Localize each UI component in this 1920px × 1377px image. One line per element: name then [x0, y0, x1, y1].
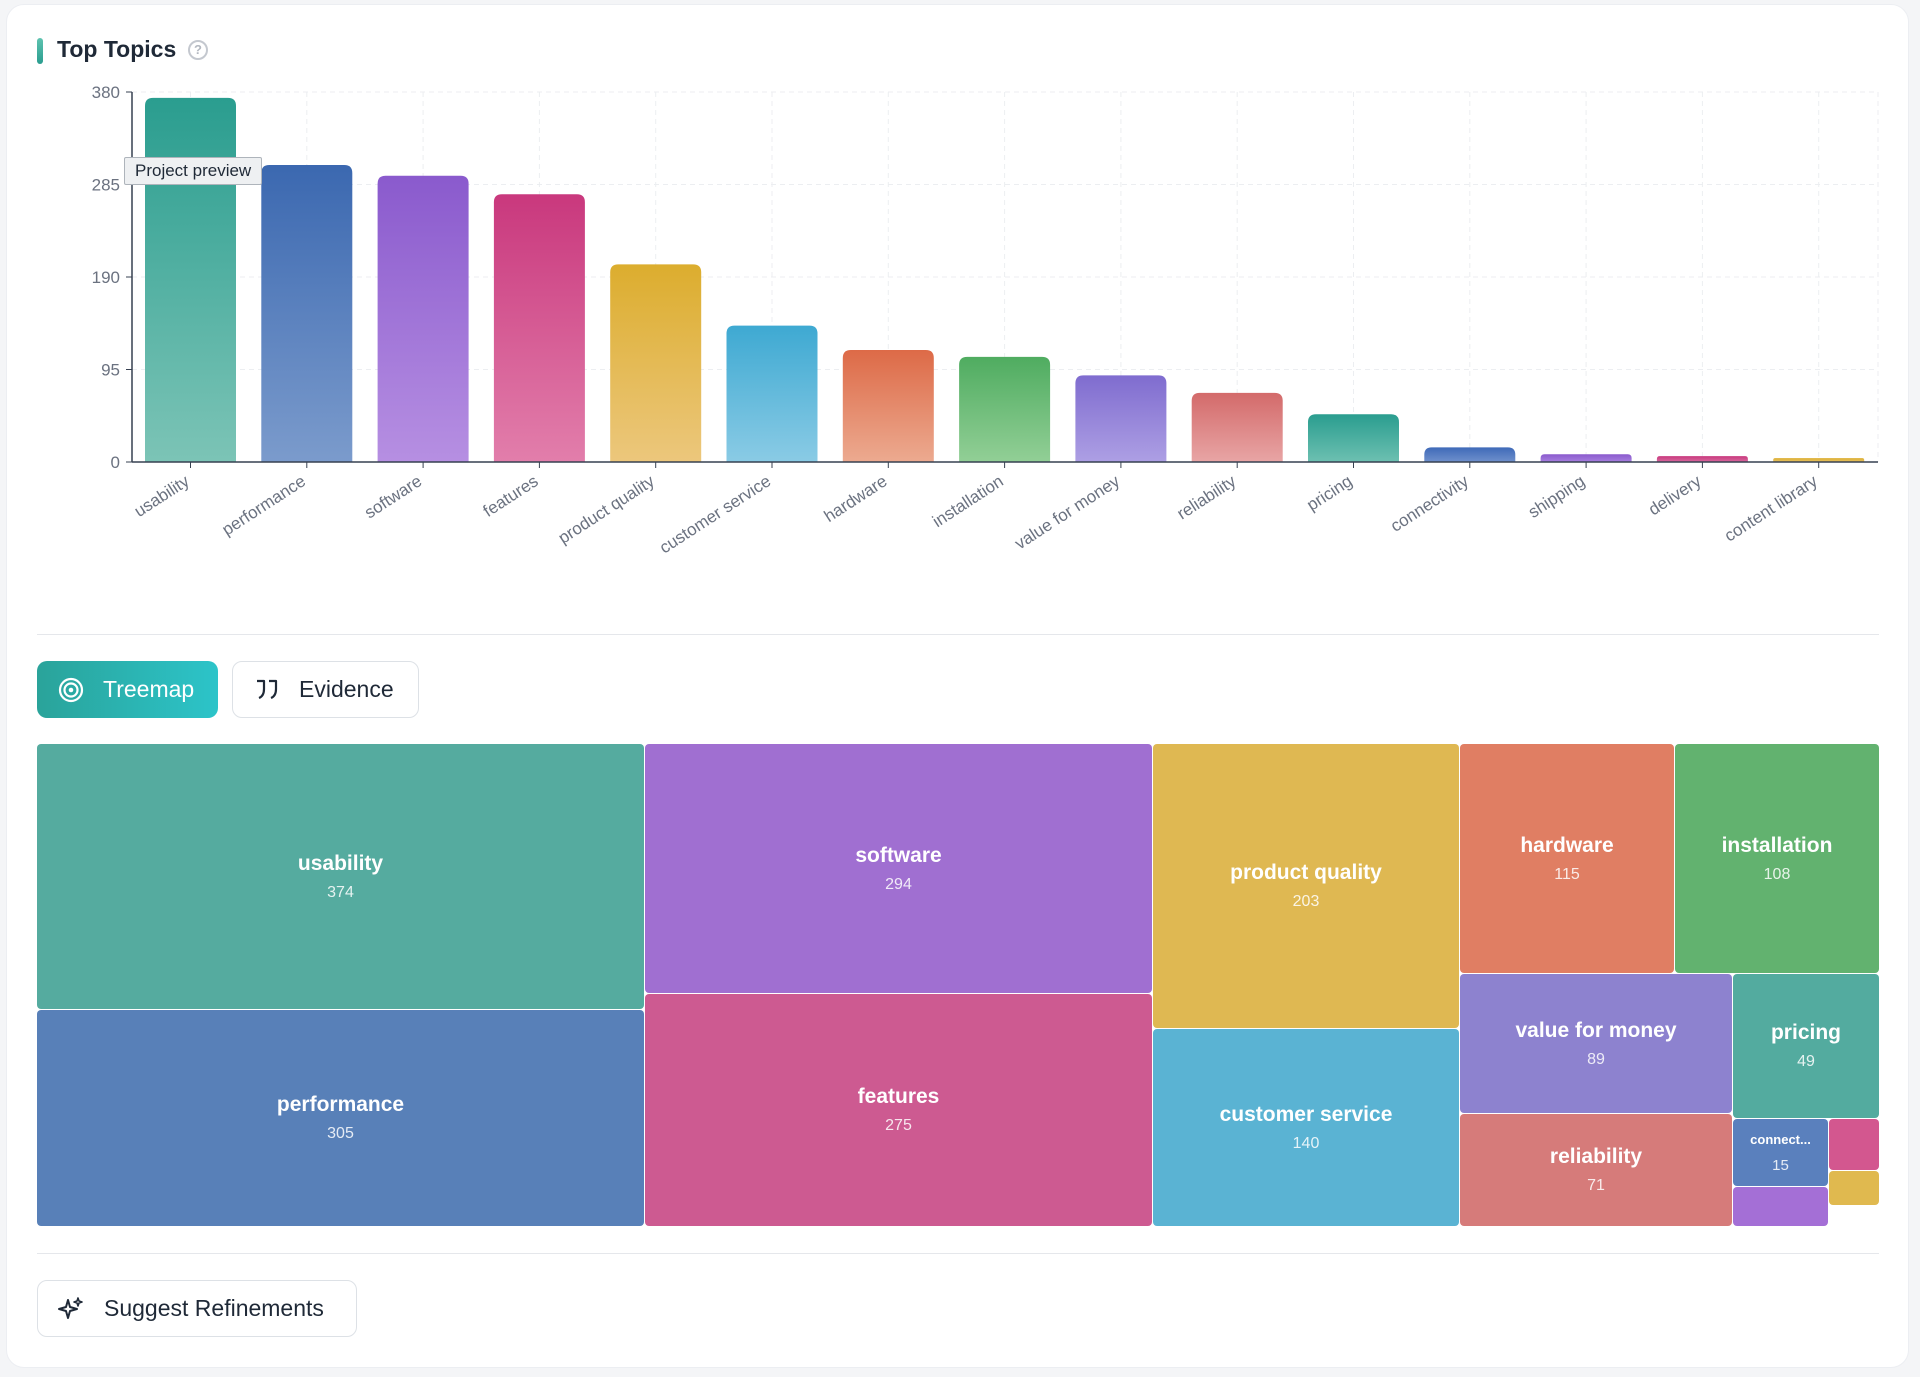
treemap-tile-software[interactable]: software 294	[645, 744, 1152, 993]
suggest-refinements-button[interactable]: Suggest Refinements	[37, 1280, 357, 1337]
bar-reliability[interactable]	[1191, 392, 1283, 462]
target-icon	[57, 676, 85, 704]
tile-label: software	[855, 843, 942, 867]
bar-product-quality[interactable]	[610, 264, 702, 462]
bar-chart: 0 95 190 285 380 usability performance software…	[92, 83, 1879, 557]
tile-label: usability	[297, 851, 384, 875]
bar-shipping[interactable]	[1540, 454, 1632, 462]
y-tick-label: 0	[111, 453, 120, 472]
tile-label: pricing	[1770, 1021, 1841, 1044]
bar-value-for-money[interactable]	[1075, 375, 1167, 462]
bar-features[interactable]	[493, 194, 585, 462]
bar-usability[interactable]	[145, 97, 236, 462]
treemap-tile-features[interactable]: features 275	[645, 994, 1152, 1226]
bar-performance[interactable]	[261, 165, 353, 463]
tile-value: 203	[1292, 893, 1320, 910]
tile-label: installation	[1721, 833, 1833, 857]
title-accent-bar	[37, 38, 43, 64]
treemap-tile-delivery[interactable]	[1829, 1119, 1879, 1170]
x-tick-label: customer service	[656, 471, 774, 557]
tile-value: 275	[885, 1117, 912, 1134]
y-tick-label: 190	[92, 268, 120, 287]
treemap-tile-usability[interactable]: usability 374	[37, 744, 644, 1009]
tab-evidence-label: Evidence	[299, 676, 394, 702]
tile-value: 294	[885, 875, 912, 893]
treemap-tile-shipping[interactable]	[1733, 1187, 1828, 1226]
treemap-tile-pricing[interactable]: pricing 49	[1733, 974, 1879, 1118]
quote-icon	[253, 676, 281, 704]
bar-customer-service[interactable]	[726, 325, 818, 462]
x-tick-label: shipping	[1525, 471, 1588, 521]
tab-evidence[interactable]: Evidence	[232, 661, 419, 718]
bar-delivery[interactable]	[1656, 456, 1748, 462]
treemap-tile-hardware[interactable]: hardware 115	[1460, 744, 1674, 973]
tile-value: 108	[1763, 865, 1791, 883]
bar-software[interactable]	[377, 175, 469, 462]
project-preview-tooltip: Project preview	[124, 157, 263, 185]
tile-label: value for money	[1515, 1018, 1677, 1042]
sparkle-icon	[56, 1294, 86, 1324]
x-tick-label: pricing	[1303, 471, 1355, 514]
treemap-tile-product-quality[interactable]: product quality 203	[1153, 744, 1459, 1028]
treemap-tile-reliability[interactable]: reliability 71	[1460, 1114, 1732, 1226]
y-tick-label: 95	[101, 361, 120, 380]
x-tick-label: installation	[929, 471, 1007, 531]
treemap-tile-customer-service[interactable]: customer service 140	[1153, 1029, 1459, 1226]
tile-value: 71	[1587, 1177, 1605, 1194]
x-tick-label: performance	[219, 471, 309, 539]
tab-treemap-label: Treemap	[103, 676, 195, 702]
treemap-tile-installation[interactable]: installation 108	[1675, 744, 1879, 973]
x-tick-label: delivery	[1645, 471, 1705, 519]
tile-value: 140	[1292, 1134, 1320, 1152]
tile-label: features	[857, 1085, 940, 1108]
tile-label: reliability	[1549, 1145, 1643, 1168]
tile-value: 374	[327, 883, 354, 901]
x-tick-label: product quality	[555, 471, 658, 547]
treemap-tile-performance[interactable]: performance 305	[37, 1010, 644, 1226]
y-tick-label: 285	[92, 176, 120, 195]
tile-label: customer service	[1219, 1102, 1393, 1126]
divider-bottom	[37, 1253, 1879, 1254]
tile-label: hardware	[1520, 833, 1614, 857]
divider-top	[37, 634, 1879, 635]
tile-value: 49	[1797, 1053, 1815, 1070]
tile-value: 305	[327, 1125, 354, 1142]
x-tick-label: connectivity	[1387, 471, 1472, 536]
x-tick-label: value for money	[1011, 471, 1123, 553]
tile-value: 15	[1772, 1156, 1789, 1174]
tile-label: performance	[276, 1093, 405, 1116]
x-tick-label: content library	[1721, 471, 1821, 545]
bar-installation[interactable]	[959, 356, 1051, 462]
y-tick-label: 380	[92, 83, 120, 102]
bar-content-library[interactable]	[1773, 458, 1865, 462]
bar-pricing[interactable]	[1308, 414, 1399, 462]
x-tick-label: reliability	[1174, 471, 1240, 523]
treemap-tile-value-for-money[interactable]: value for money 89	[1460, 974, 1732, 1113]
x-tick-label: features	[480, 471, 542, 520]
suggest-refinements-label: Suggest Refinements	[104, 1295, 324, 1321]
tile-label: connect...	[1750, 1131, 1811, 1147]
x-tick-label: usability	[131, 471, 193, 521]
bar-connectivity[interactable]	[1424, 447, 1516, 462]
x-tick-label: hardware	[821, 471, 891, 526]
tile-value: 115	[1554, 865, 1580, 883]
treemap-tile-content-library[interactable]	[1829, 1171, 1879, 1205]
bar-hardware[interactable]	[842, 350, 934, 462]
treemap-tile-connectivity[interactable]: connect... 15	[1733, 1119, 1828, 1186]
chart-title: Top Topics	[57, 36, 177, 62]
question-circle-icon[interactable]: ?	[188, 40, 208, 60]
x-tick-label: software	[361, 471, 425, 522]
tile-value: 89	[1587, 1050, 1605, 1068]
tile-label: product quality	[1230, 861, 1382, 884]
tab-treemap[interactable]: Treemap	[37, 661, 218, 718]
